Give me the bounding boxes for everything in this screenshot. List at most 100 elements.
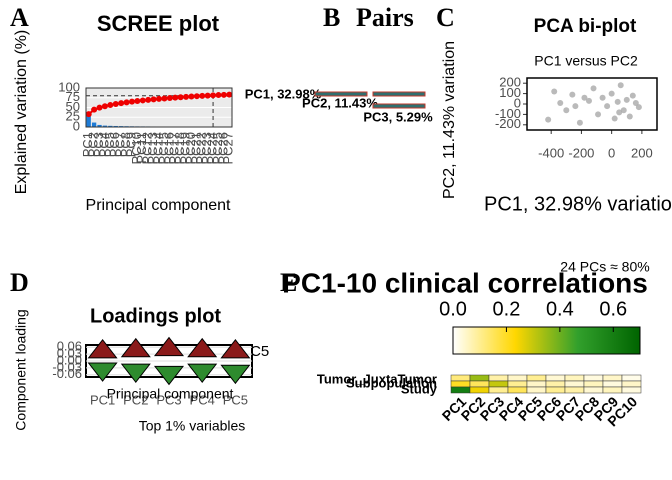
sample-point <box>617 82 624 89</box>
panel-letter: D <box>10 268 29 297</box>
heat-cell <box>621 380 642 388</box>
cumulative-point <box>226 91 233 98</box>
caption: Top 1% variables <box>139 418 246 434</box>
bar <box>97 124 102 127</box>
heat-cell <box>583 386 604 394</box>
sample-point <box>614 98 621 105</box>
chart-title: PCA bi-plot <box>534 16 637 37</box>
x-tick-label: PC7 <box>113 132 128 157</box>
bar <box>108 125 113 127</box>
x-tick-label: PC1 <box>80 132 95 157</box>
heat-cell <box>545 374 566 382</box>
x-tick-label: PC3 <box>91 132 106 157</box>
heat-cell <box>526 386 547 394</box>
heat-cell <box>488 374 509 382</box>
chart-title: Pairs <box>356 3 414 32</box>
colorbar-tick-label: 0.4 <box>546 298 574 320</box>
loading-marker <box>153 365 185 386</box>
colorbar-tick-label: 0.2 <box>493 298 521 320</box>
cumulative-point <box>177 94 184 101</box>
heat-cell <box>583 374 604 382</box>
colorbar <box>452 326 641 355</box>
x-tick-label: PC8 <box>118 132 133 157</box>
sample-point <box>599 94 606 101</box>
pair-label: PC1, 32.98% <box>245 86 322 101</box>
heat-cell <box>621 374 642 382</box>
heat-cell <box>488 386 509 394</box>
heat-cell <box>450 374 471 382</box>
loading-marker <box>187 337 218 358</box>
x-tick-label: PC6 <box>107 132 122 157</box>
sample-point <box>608 90 615 97</box>
sample-point <box>623 96 630 103</box>
y-axis-label: Explained variation (%) <box>13 30 30 195</box>
sample-point <box>616 109 623 116</box>
sample-point <box>585 97 592 104</box>
sample-point <box>569 91 576 98</box>
x-tick-label: PC22 <box>194 132 209 165</box>
x-tick-label: PC12 <box>140 132 155 165</box>
chart-title: SCREE plot <box>97 11 220 36</box>
loading-marker <box>87 339 118 359</box>
cumulative-point <box>101 103 108 110</box>
loading-marker <box>220 364 251 385</box>
y-tick-label: 0.03 <box>57 346 82 361</box>
panel-letter: E <box>280 268 297 297</box>
cumulative-point <box>139 97 146 104</box>
heat-cell <box>564 380 585 388</box>
heat-cell <box>564 386 585 394</box>
colorbar-tick-label: 0.6 <box>599 298 627 320</box>
x-tick-label: PC10 <box>129 132 144 165</box>
loading-marker <box>87 362 118 382</box>
sample-point <box>626 113 633 120</box>
cumulative-point <box>128 98 135 105</box>
x-tick-label: PC15 <box>156 132 171 165</box>
heat-cell <box>564 374 585 382</box>
x-tick-label: PC5 <box>223 392 248 407</box>
x-tick-label: PC2 <box>86 132 101 157</box>
caption: 24 PCs ≈ 80% <box>560 259 649 275</box>
sample-point <box>590 85 597 92</box>
colorbar-tick-label: 0.0 <box>439 298 467 320</box>
heat-cell <box>545 386 566 394</box>
heat-cell <box>469 380 490 388</box>
heat-cell <box>526 374 547 382</box>
x-tick-label: PC21 <box>188 132 203 165</box>
cumulative-point <box>188 93 195 100</box>
sample-point <box>576 119 583 126</box>
cumulative-point <box>134 98 141 105</box>
heat-cell <box>469 374 490 382</box>
cumulative-point <box>96 104 103 111</box>
y-tick-label: 100 <box>58 79 80 94</box>
x-tick-label: PC25 <box>210 132 225 165</box>
y-tick-label: 0 <box>73 118 80 133</box>
sample-point <box>595 111 602 118</box>
pair-cell <box>314 91 368 97</box>
cumulative-point <box>204 92 211 99</box>
cumulative-point <box>118 100 125 107</box>
x-tick-label: PC14 <box>150 132 165 165</box>
y-tick-label: -100 <box>495 106 521 121</box>
x-axis-label: PC1, 32.98% variation <box>484 193 672 215</box>
x-tick-label: PC26 <box>215 132 230 165</box>
x-tick-label: PC16 <box>161 132 176 165</box>
sample-point <box>545 116 552 123</box>
heat-cell <box>507 386 528 394</box>
x-tick-label: PC20 <box>183 132 198 165</box>
sample-point <box>635 104 642 111</box>
x-axis-label: Principal component <box>86 197 232 214</box>
heat-cell <box>602 386 623 394</box>
x-tick-label: PC5 <box>102 132 117 157</box>
y-tick-label: 0.00 <box>57 352 82 367</box>
bar <box>113 125 118 127</box>
sample-point <box>551 88 558 95</box>
panel-letter: A <box>10 3 29 32</box>
pair-label: PC3, 5.29% <box>363 109 433 124</box>
cumulative-point <box>166 95 173 102</box>
pair-label: PC2, 11.43% <box>302 95 378 110</box>
cumulative-point <box>91 106 98 113</box>
sample-point <box>581 94 588 101</box>
x-tick-label: 200 <box>631 145 653 160</box>
heat-cell <box>545 380 566 388</box>
y-tick-label: -0.03 <box>52 359 82 374</box>
